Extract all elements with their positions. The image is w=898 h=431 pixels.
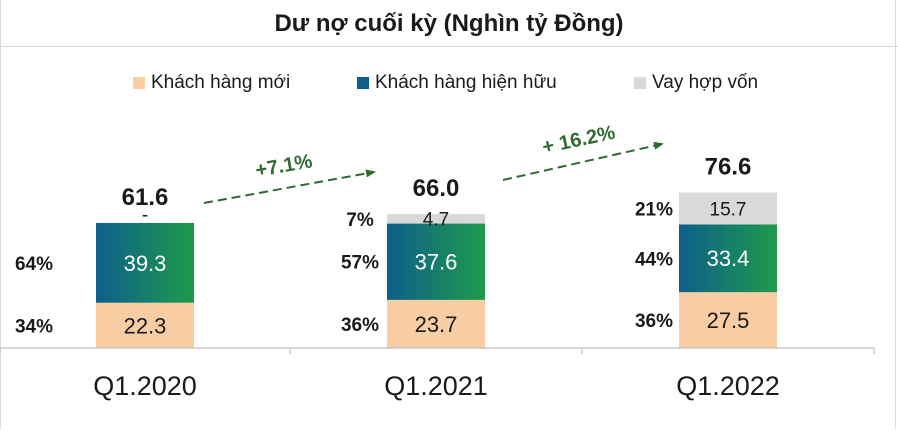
share-label-Q1.2022-1: 36%: [635, 311, 673, 332]
bar-Q1.2022-1: [679, 292, 777, 348]
legend: Khách hàng mới Khách hàng hiện hữu Vay hợp…: [133, 72, 758, 93]
x-axis: Q1.2020 Q1.2021 Q1.2022: [0, 347, 875, 401]
category-label-Q1.2020: Q1.2020: [93, 371, 197, 401]
value-label-Q1.2022-2: 33.4: [707, 246, 750, 271]
growth-label-1: +7.1%: [254, 150, 314, 182]
share-label-Q1.2020-2: 64%: [15, 254, 53, 275]
value-label-Q1.2021-1: 23.7: [415, 312, 458, 337]
total-label-Q1.2021: 66.0: [413, 175, 460, 202]
value-label-Q1.2021-3: 4.7: [423, 210, 449, 231]
share-label-Q1.2021-3: 7%: [346, 210, 374, 231]
bar-Q1.2020-1: [96, 302, 194, 348]
legend-label-2: Khách hàng hiện hữu: [375, 72, 557, 93]
value-label-Q1.2020-1: 22.3: [124, 313, 167, 338]
growth-label-2: + 16.2%: [540, 122, 617, 159]
category-label-Q1.2022: Q1.2022: [676, 371, 780, 401]
total-label-Q1.2020: 61.6: [122, 184, 169, 211]
value-label-Q1.2020-2: 39.3: [124, 251, 167, 276]
share-label-Q1.2020-1: 34%: [15, 316, 53, 337]
chart-title: Dư nợ cuối kỳ (Nghìn tỷ Đồng): [274, 10, 624, 37]
legend-swatch-3: [634, 77, 646, 89]
legend-swatch-2: [357, 77, 369, 89]
bars-group: [96, 192, 777, 348]
bar-Q1.2021-1: [387, 299, 485, 348]
value-label-Q1.2022-3: 15.7: [710, 199, 747, 220]
share-label-Q1.2022-3: 21%: [635, 199, 673, 220]
bar-Q1.2021-2: [387, 223, 485, 300]
title-divider: [0, 46, 898, 47]
share-label-Q1.2022-2: 44%: [635, 249, 673, 270]
value-label-Q1.2020-3: -: [142, 205, 148, 226]
legend-label-1: Khách hàng mới: [151, 72, 290, 93]
bar-Q1.2020-2: [96, 222, 194, 303]
value-label-Q1.2021-2: 37.6: [415, 250, 458, 275]
bar-Q1.2022-3: [679, 192, 777, 225]
legend-swatch-1: [133, 77, 145, 89]
growth-arrow-1: [203, 169, 376, 204]
legend-label-3: Vay hợp vốn: [652, 72, 758, 93]
value-label-Q1.2022-1: 27.5: [707, 308, 750, 333]
share-label-Q1.2021-1: 36%: [341, 315, 379, 336]
category-label-Q1.2021: Q1.2021: [384, 371, 488, 401]
total-label-Q1.2022: 76.6: [705, 154, 752, 181]
bar-Q1.2022-2: [679, 224, 777, 293]
labels-group: 22.3 34% 39.3 64% -61.6 23.7 36% 37.6 57% 4.7 7% 66…: [15, 154, 751, 339]
bar-Q1.2021-3: [387, 214, 485, 224]
share-label-Q1.2021-2: 57%: [341, 253, 379, 274]
